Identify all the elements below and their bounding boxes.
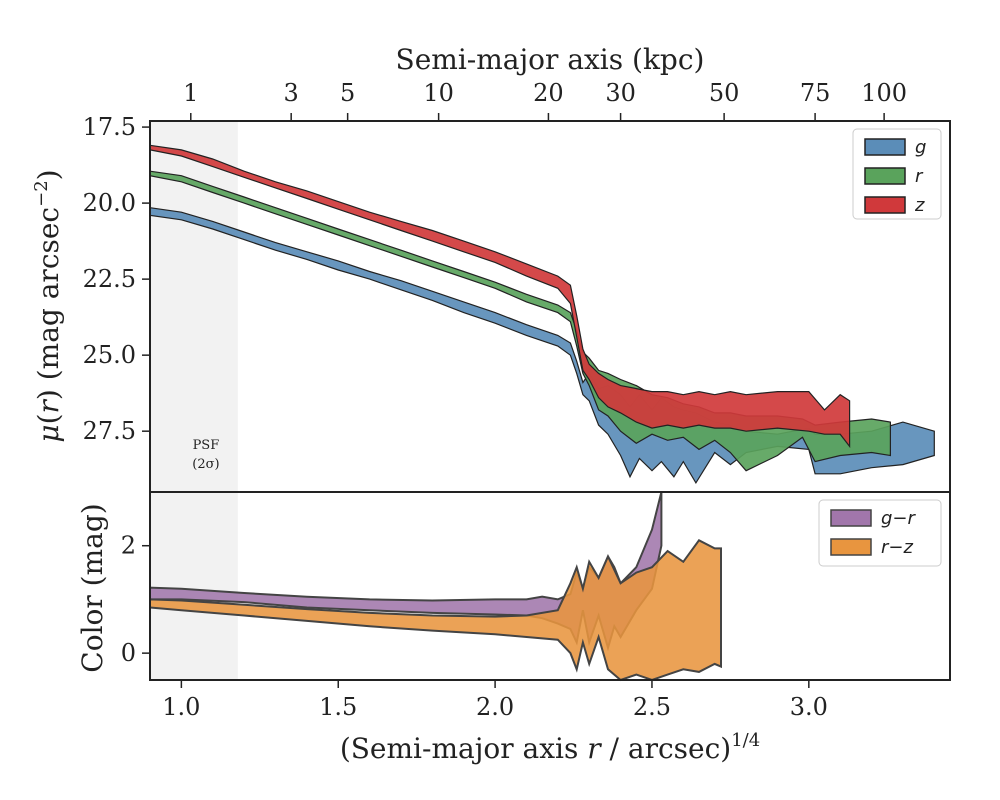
y-tick-label: 0	[121, 639, 136, 667]
band-z	[149, 144, 851, 449]
y-tick-label: 25.0	[83, 341, 136, 369]
legend-label: g−r	[881, 508, 917, 529]
surface-brightness-panel: PSF (2σ) 17.5 20.0 22.5 25.0 27.5 1 3 5 10 20 30 5…	[83, 79, 951, 493]
psf-label-line1: PSF	[193, 438, 220, 453]
kpc-tick-label: 20	[533, 79, 564, 107]
band-r	[149, 170, 891, 472]
top-y-ticks: 17.5 20.0 22.5 25.0 27.5	[83, 113, 150, 445]
legend-swatch	[864, 196, 906, 214]
color-panel: 02 1.0 1.5 2.0 2.5 3.0 g−rr−z	[121, 491, 951, 721]
band-g	[149, 207, 935, 485]
bottom-x-ticks: 1.0 1.5 2.0 2.5 3.0	[162, 680, 828, 721]
top-y-axis-title: μ(r) (mag arcsec−2)	[31, 169, 65, 442]
legend-label: g	[915, 137, 926, 158]
x-tick-label: 1.5	[319, 693, 357, 721]
psf-band-bottom	[150, 492, 238, 680]
x-tick-label: 1.0	[162, 693, 200, 721]
y-tick-label: 2	[121, 532, 136, 560]
surface-brightness-series	[149, 144, 935, 485]
kpc-axis-ticks: 1 3 5 10 20 30 50 75 100	[183, 79, 907, 121]
y-tick-label: 22.5	[83, 265, 136, 293]
x-tick-label: 3.0	[790, 693, 828, 721]
kpc-tick-label: 5	[340, 79, 355, 107]
kpc-tick-label: 50	[709, 79, 740, 107]
psf-label-line2: (2σ)	[192, 457, 219, 472]
legend-swatch	[830, 509, 872, 527]
bottom-plot-frame	[149, 491, 951, 681]
kpc-tick-label: 10	[423, 79, 454, 107]
bottom-legend: g−r r−z	[818, 499, 942, 567]
legend-label: r	[915, 166, 924, 187]
kpc-tick-label: 30	[605, 79, 636, 107]
bottom-x-axis-title: (Semi-major axis r / arcsec)1/4	[340, 730, 760, 765]
y-tick-label: 17.5	[83, 113, 136, 141]
bottom-y-axis-title: Color (mag)	[76, 503, 109, 672]
bottom-y-ticks: 02	[121, 532, 150, 667]
x-tick-label: 2.5	[633, 693, 671, 721]
band-r-minus-z	[149, 539, 722, 682]
legend-swatch	[830, 538, 872, 556]
legend-label: z	[914, 195, 925, 216]
y-tick-label: 27.5	[83, 417, 136, 445]
legend-label: r−z	[881, 537, 913, 558]
top-x-axis-title: Semi-major axis (kpc)	[396, 43, 705, 76]
kpc-tick-label: 100	[861, 79, 907, 107]
kpc-tick-label: 1	[183, 79, 198, 107]
kpc-tick-label: 3	[284, 79, 299, 107]
y-tick-label: 20.0	[83, 189, 136, 217]
top-legend: grz	[852, 128, 942, 220]
kpc-tick-label: 75	[800, 79, 831, 107]
x-tick-label: 2.0	[476, 693, 514, 721]
legend-swatch	[864, 138, 906, 156]
legend-swatch	[864, 167, 906, 185]
